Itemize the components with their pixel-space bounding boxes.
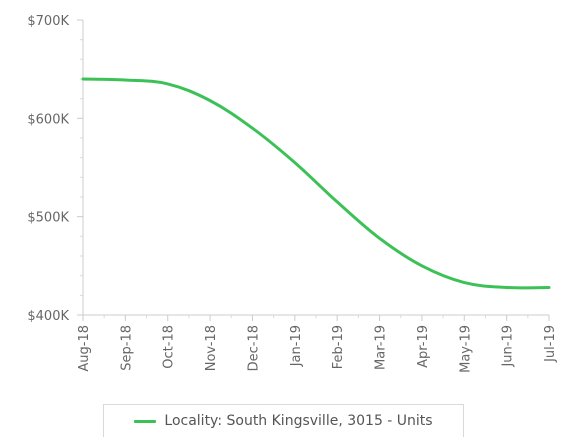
data-point xyxy=(546,284,552,290)
x-tick-label: Apr-19 xyxy=(416,325,431,368)
legend-swatch xyxy=(134,419,157,423)
data-point xyxy=(165,81,171,87)
x-tick-label: Feb-19 xyxy=(331,325,346,369)
data-point xyxy=(249,125,255,131)
data-point xyxy=(122,77,128,83)
x-tick-label: Oct-18 xyxy=(162,325,177,369)
x-tick-label: Mar-19 xyxy=(374,325,389,370)
data-point xyxy=(504,284,510,290)
x-tick-label: Jun-19 xyxy=(501,325,516,368)
series-line xyxy=(81,77,551,290)
y-tick-label: $500K xyxy=(27,211,69,226)
data-point xyxy=(377,235,383,241)
x-tick-label: Aug-18 xyxy=(77,325,92,372)
x-tick-label: Dec-18 xyxy=(246,325,261,371)
x-tick-label: Sep-18 xyxy=(119,325,134,371)
data-point xyxy=(292,160,298,166)
data-point xyxy=(461,280,467,286)
y-tick-label: $400K xyxy=(27,309,69,324)
legend[interactable]: Locality: South Kingsville, 3015 - Units xyxy=(103,404,464,437)
x-tick-label: May-19 xyxy=(458,325,473,373)
y-tick-label: $700K xyxy=(27,14,69,29)
x-tick-label: Nov-18 xyxy=(204,325,219,371)
data-point xyxy=(334,199,340,205)
data-point xyxy=(80,76,86,82)
y-tick-label: $600K xyxy=(27,112,69,127)
x-tick-label: Jul-19 xyxy=(543,325,558,363)
legend-label: Locality: South Kingsville, 3015 - Units xyxy=(164,413,433,429)
data-point xyxy=(207,98,213,104)
data-point xyxy=(419,263,425,269)
x-tick-label: Jan-19 xyxy=(289,325,304,367)
